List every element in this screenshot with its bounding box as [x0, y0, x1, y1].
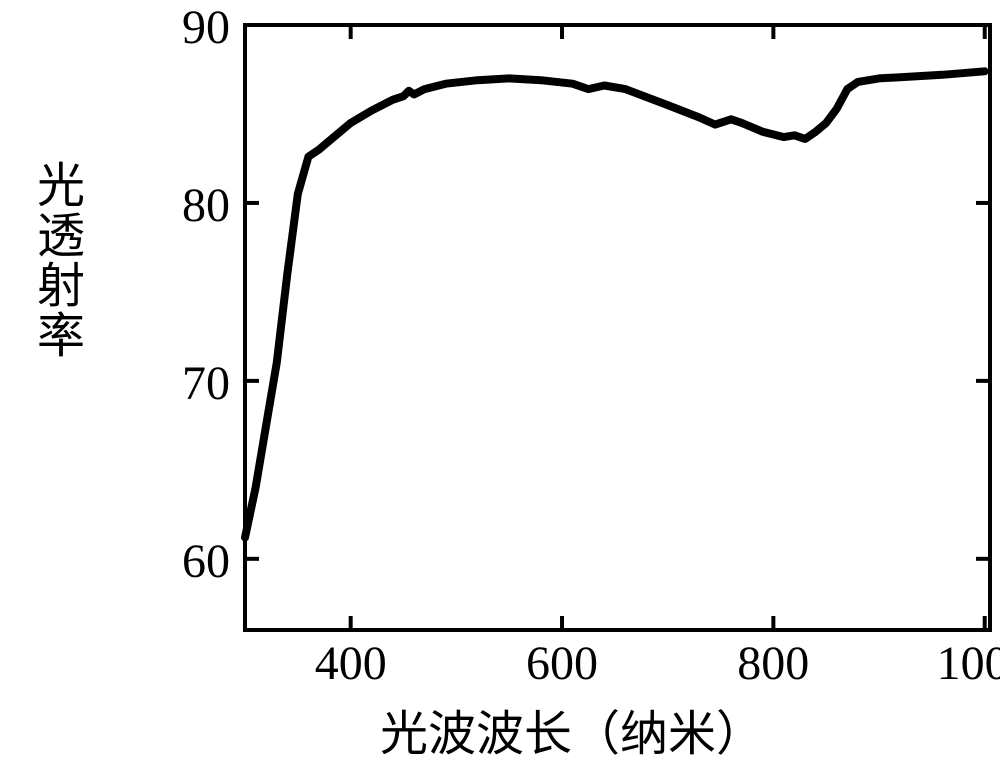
transmittance-line	[245, 71, 985, 537]
chart-container: 光透射率 光波波长（纳米） 90 80 70 60 400 600 800 10…	[0, 0, 1000, 771]
chart-svg	[0, 0, 1000, 771]
